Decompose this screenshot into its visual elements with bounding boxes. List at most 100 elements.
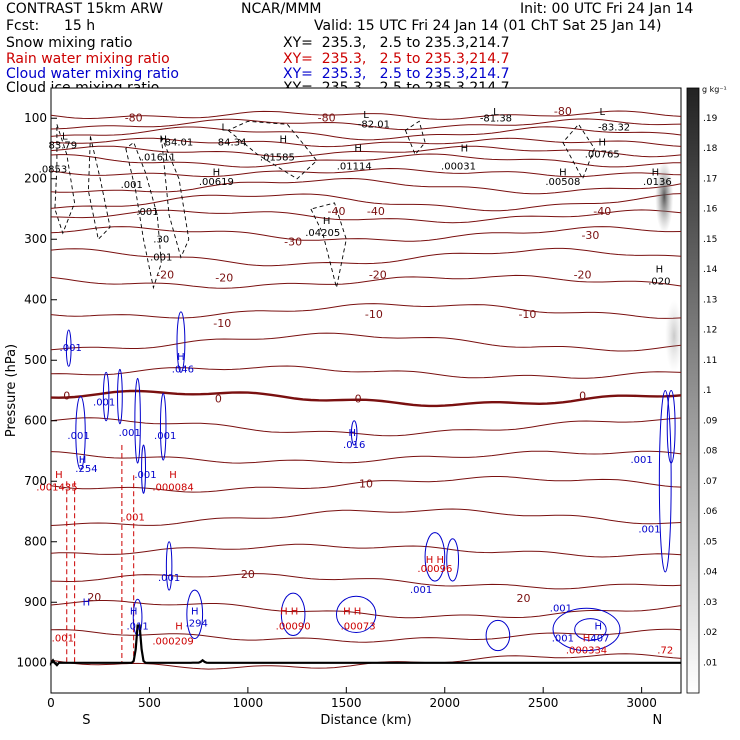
isotherm-label: -20 xyxy=(215,272,233,285)
extremum-label: -83.32 xyxy=(598,122,630,133)
cloud-water-contour xyxy=(186,589,204,640)
y-tick-label: 300 xyxy=(24,232,47,246)
extremum-label: .016 xyxy=(343,440,365,451)
extremum-label: H xyxy=(175,621,183,632)
colorbar-tick-label: .08 xyxy=(703,447,718,457)
y-tick-label: 800 xyxy=(24,534,47,548)
extremum-label: .00765 xyxy=(585,150,620,161)
cloud-water-contour xyxy=(75,396,86,470)
fcst-value: 15 h xyxy=(64,18,96,34)
extremum-label: L xyxy=(62,131,68,142)
extremum-label: .04205 xyxy=(305,228,340,239)
colorbar-tick-label: .05 xyxy=(703,537,717,547)
colorbar-tick-label: .09 xyxy=(703,416,718,426)
extremum-label: .000209 xyxy=(152,637,193,648)
isotherm-line xyxy=(50,450,682,464)
cloud-ice-contour xyxy=(87,136,111,241)
init-label: Init: 00 UTC Fri 24 Jan 14 xyxy=(520,1,694,17)
isotherm-label: 20 xyxy=(87,591,101,604)
extremum-label: .00073 xyxy=(341,621,376,632)
snow-shading xyxy=(655,160,684,373)
y-tick-label: 1000 xyxy=(16,655,47,669)
extremum-label: .001 xyxy=(67,431,89,442)
extremum-label: .01114 xyxy=(337,162,372,173)
isotherm-label: -40 xyxy=(327,205,345,218)
extremum-label: .294 xyxy=(186,618,208,629)
isotherm-line xyxy=(50,332,682,352)
isotherm-line xyxy=(50,303,682,319)
extremum-label: .001 xyxy=(550,603,572,614)
cloud-ice-contours xyxy=(54,120,595,290)
isotherm-label: -20 xyxy=(369,269,387,282)
extremum-label: .0853 xyxy=(39,165,68,176)
extremum-label: .01611 xyxy=(141,153,176,164)
extremum-label: H xyxy=(595,621,603,632)
extremum-label: H xyxy=(348,428,356,439)
extremum-label: H xyxy=(461,144,469,155)
south-end-label: S xyxy=(82,713,90,728)
valid-label: Valid: 15 UTC Fri 24 Jan 14 (01 ChT Sat … xyxy=(314,18,662,34)
extremum-label: H xyxy=(191,606,199,617)
legend-snow-name: Snow mixing ratio xyxy=(6,35,133,51)
cloud-water-contour xyxy=(574,618,607,641)
y-tick-label: 400 xyxy=(24,292,47,306)
isotherm-label: -80 xyxy=(318,111,336,124)
isotherm-line xyxy=(50,167,682,178)
extremum-label: H xyxy=(354,144,362,155)
colorbar-tick-label: .07 xyxy=(703,477,717,487)
isotherm-line xyxy=(50,476,682,493)
isotherm-label: -10 xyxy=(213,317,231,330)
extremum-label: .0136 xyxy=(643,177,672,188)
x-tick-label: 2000 xyxy=(429,696,460,710)
extremum-label: .254 xyxy=(75,464,97,475)
cloud-water-contour xyxy=(134,377,141,464)
center-label: NCAR/MMM xyxy=(241,1,322,17)
isotherm-line xyxy=(50,417,682,437)
north-end-label: N xyxy=(653,713,663,728)
isotherm-label: 0 xyxy=(63,390,70,403)
extremum-label: .00096 xyxy=(417,564,452,575)
cloud-water-contour xyxy=(159,393,167,461)
isotherm-line xyxy=(50,365,682,379)
x-tick-label: 2500 xyxy=(528,696,559,710)
extremum-label: H xyxy=(652,168,660,179)
colorbar-tick-label: .18 xyxy=(703,144,718,154)
extremum-label: H xyxy=(55,470,63,481)
cloud-water-contour xyxy=(176,311,186,373)
isotherm-label: -40 xyxy=(367,205,385,218)
terrain-path xyxy=(49,624,681,667)
extremum-label: .01585 xyxy=(260,153,295,164)
extremum-label: .001 xyxy=(410,585,432,596)
extremum-label: .001435 xyxy=(36,482,77,493)
isotherm-label: -40 xyxy=(593,205,611,218)
extremum-label: .001 xyxy=(552,634,574,645)
colorbar-tick-label: .03 xyxy=(703,598,717,608)
extremum-label: .001 xyxy=(123,513,145,524)
extremum-label: .020 xyxy=(648,277,670,288)
isotherm-label: -20 xyxy=(574,269,592,282)
extremum-label: H xyxy=(159,134,167,145)
isotherm-label: -10 xyxy=(365,308,383,321)
cloud-ice-contour xyxy=(227,120,318,180)
rain-contours xyxy=(66,444,135,663)
colorbar-tick-label: .12 xyxy=(703,326,717,336)
colorbar-tick-label: .14 xyxy=(703,265,718,275)
extremum-label: H xyxy=(323,216,331,227)
y-tick-label: 200 xyxy=(24,171,47,185)
isotherm-line xyxy=(50,600,682,619)
isotherm-line xyxy=(50,145,682,158)
extremum-label: H xyxy=(598,137,606,148)
snow-shade-blob xyxy=(655,160,674,234)
extremum-label: .001 xyxy=(93,398,115,409)
cloud-water-contour xyxy=(117,368,123,425)
extremum-label: H H xyxy=(343,606,361,617)
isotherm-line xyxy=(50,389,682,408)
extremum-label: .001 xyxy=(136,207,158,218)
extremum-label: 84.34 xyxy=(218,137,247,148)
extremum-label: H xyxy=(213,168,221,179)
snow-shade-blob xyxy=(665,299,684,373)
extremum-label: .00619 xyxy=(199,177,234,188)
extremum-label: .000084 xyxy=(152,482,193,493)
colorbar-tick-label: .17 xyxy=(703,174,717,184)
cloud-ice-contour xyxy=(125,141,162,290)
